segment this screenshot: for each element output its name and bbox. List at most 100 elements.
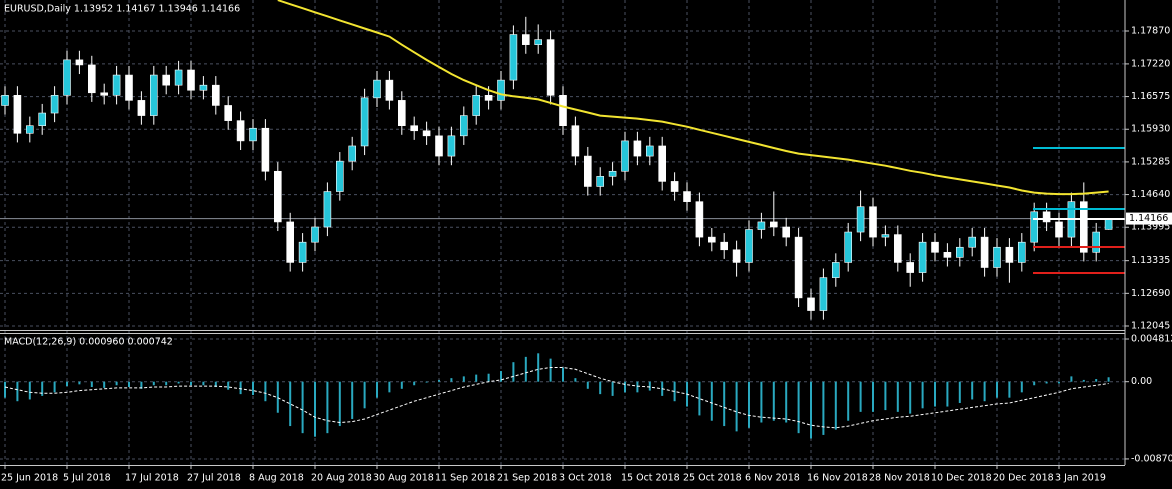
candle-body	[844, 231, 853, 263]
last-price-tag	[1126, 212, 1172, 225]
macd-panel	[4, 353, 1110, 439]
candle-body	[224, 105, 232, 121]
candle-body	[856, 206, 865, 233]
candle-body	[782, 226, 791, 238]
y-tick-label: 1.15285	[1131, 156, 1170, 167]
candle-body	[323, 191, 332, 228]
y-tick-label: 1.14640	[1131, 189, 1170, 200]
macd-bar	[16, 381, 19, 402]
macd-bar	[785, 381, 788, 423]
candle-body	[472, 95, 481, 116]
macd-bar	[636, 381, 639, 393]
macd-bar	[53, 381, 56, 393]
candle-body	[1092, 231, 1100, 253]
candle-body	[906, 262, 915, 273]
candle-body	[212, 84, 220, 106]
candle-body	[1104, 218, 1113, 230]
macd-bar	[487, 373, 490, 382]
y-tick-label: 0.004812	[1131, 334, 1172, 345]
candle-body	[1030, 211, 1038, 243]
candle-body	[410, 125, 419, 132]
macd-bar	[239, 381, 242, 395]
candle-body	[360, 97, 369, 147]
candle-body	[125, 74, 133, 101]
candle-body	[993, 246, 1001, 268]
y-tick-label: 1.12045	[1131, 320, 1170, 331]
macd-bar	[165, 381, 168, 386]
macd-bar	[971, 381, 974, 400]
y-tick-label: 1.12690	[1131, 288, 1170, 299]
macd-bar	[884, 381, 887, 411]
macd-bar	[859, 381, 862, 412]
macd-bar	[128, 381, 130, 388]
macd-bar	[723, 381, 726, 427]
macd-bar	[909, 381, 912, 414]
x-tick-label: 17 Jul 2018	[125, 473, 179, 484]
candle-body	[13, 95, 22, 134]
macd-bar	[363, 381, 366, 409]
candle-body	[236, 120, 245, 142]
y-tick-label: -0.008707	[1131, 453, 1172, 464]
candle-body	[683, 191, 691, 202]
x-tick-label: 3 Jan 2019	[1055, 473, 1106, 484]
candle-body	[447, 135, 456, 157]
candle-body	[559, 95, 567, 126]
candle-body	[831, 262, 840, 278]
x-tick-label: 25 Oct 2018	[683, 473, 742, 484]
y-tick-label: 1.17870	[1131, 25, 1170, 36]
candle-body	[137, 100, 146, 116]
macd-bar	[537, 353, 540, 382]
macd-bar	[921, 381, 924, 409]
candle-body	[918, 241, 927, 273]
candle-body	[521, 34, 530, 45]
macd-bar	[66, 381, 68, 387]
macd-bar	[78, 381, 81, 385]
macd-bar	[549, 358, 552, 382]
macd-bar	[351, 381, 354, 419]
macd-bar	[400, 381, 403, 389]
candle-body	[286, 221, 295, 263]
macd-bar	[4, 381, 6, 398]
candle-body	[373, 79, 381, 99]
macd-bar	[1020, 381, 1023, 393]
candle-body	[199, 84, 208, 91]
candle-body	[633, 140, 642, 157]
macd-bar	[772, 381, 775, 421]
macd-bar	[301, 381, 304, 434]
candle-body	[1017, 241, 1026, 263]
candle-body	[397, 100, 406, 126]
macd-bar	[140, 381, 143, 389]
macd-bar	[177, 381, 180, 384]
candle-body	[819, 277, 828, 311]
macd-bar	[797, 381, 800, 434]
candle-body	[546, 39, 555, 96]
macd-bar	[710, 381, 713, 421]
macd-bar	[41, 381, 44, 396]
macd-bar	[413, 381, 416, 386]
macd-bar	[599, 381, 602, 395]
candle-body	[534, 39, 543, 45]
macd-bar	[834, 381, 837, 430]
candle-body	[1005, 246, 1014, 263]
candle-body	[75, 59, 84, 66]
candle-body	[608, 170, 617, 177]
candle-body	[645, 145, 654, 157]
candle-body	[571, 125, 580, 157]
candle-body	[63, 59, 71, 96]
macd-bar	[1070, 376, 1073, 382]
macd-bar	[698, 381, 701, 416]
candle-body	[621, 140, 629, 172]
macd-bar	[574, 378, 577, 382]
macd-bar	[562, 367, 564, 382]
candle-body	[794, 236, 803, 299]
candle-body	[881, 234, 890, 238]
x-tick-label: 30 Aug 2018	[373, 473, 434, 484]
macd-bar	[958, 381, 961, 403]
macd-bar	[1095, 379, 1098, 382]
macd-bar	[624, 381, 626, 393]
x-tick-label: 10 Dec 2018	[931, 473, 992, 484]
macd-bar	[983, 381, 986, 402]
candle-body	[769, 221, 778, 228]
